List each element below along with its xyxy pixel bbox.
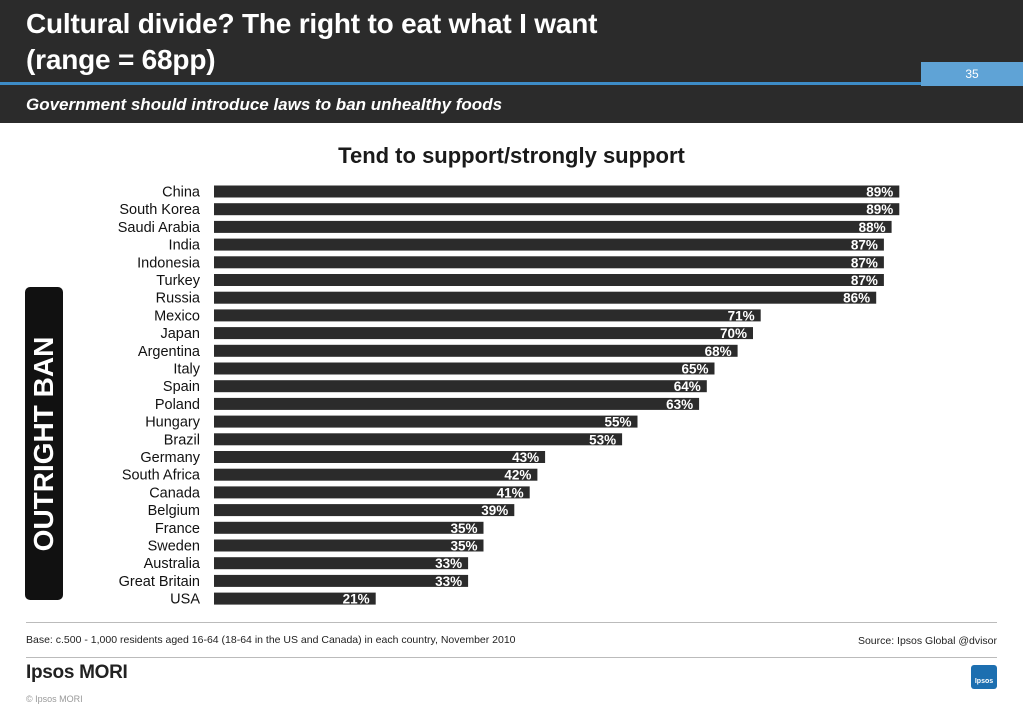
data-label: 87% (851, 255, 878, 270)
bar (214, 203, 900, 216)
copyright-text: © Ipsos MORI (26, 694, 83, 704)
bar (214, 380, 707, 393)
bar (214, 415, 638, 428)
bar (214, 468, 538, 481)
data-label: 68% (705, 344, 732, 359)
data-label: 65% (681, 362, 708, 377)
side-label-box: OUTRIGHT BAN (25, 287, 63, 600)
bar (214, 397, 700, 410)
bar (214, 362, 715, 375)
category-label: Brazil (164, 432, 200, 448)
category-label: Sweden (148, 539, 200, 555)
data-label: 89% (866, 185, 893, 200)
data-label: 53% (589, 432, 616, 447)
category-label: Belgium (148, 503, 200, 519)
data-label: 71% (728, 308, 755, 323)
data-label: 41% (497, 485, 524, 500)
category-label: India (169, 238, 201, 254)
page-title: Cultural divide? The right to eat what I… (26, 6, 597, 78)
base-note: Base: c.500 - 1,000 residents aged 16-64… (26, 634, 516, 646)
bar (214, 521, 484, 534)
bar (214, 344, 738, 357)
page-subtitle: Government should introduce laws to ban … (26, 95, 503, 114)
bar (214, 238, 884, 251)
footer-top-rule (26, 622, 997, 623)
chart-title: Tend to support/strongly support (338, 143, 685, 168)
bar (214, 504, 515, 517)
data-label: 39% (481, 503, 508, 518)
bar (214, 557, 469, 570)
data-label: 35% (450, 521, 477, 536)
ipsos-badge-icon: Ipsos (971, 665, 997, 689)
category-label: Turkey (156, 273, 201, 289)
category-label: Italy (173, 362, 200, 378)
bar (214, 185, 900, 198)
data-label: 89% (866, 202, 893, 217)
category-label: South Korea (119, 202, 201, 218)
category-label: Japan (160, 326, 200, 342)
bar (214, 592, 376, 605)
title-line-2: (range = 68pp) (26, 44, 216, 75)
data-label: 33% (435, 556, 462, 571)
bar-chart: China 89% South Korea 89% Saudi Arabia 88% Ind… (118, 185, 900, 608)
category-label: Saudi Arabia (118, 220, 201, 236)
bar (214, 451, 546, 463)
category-label: Germany (140, 450, 200, 466)
data-label: 87% (851, 238, 878, 253)
data-label: 88% (859, 220, 886, 235)
category-label: USA (170, 592, 200, 608)
category-label: South Africa (122, 468, 201, 484)
category-label: Argentina (138, 344, 201, 360)
bar (214, 327, 753, 340)
category-label: China (162, 185, 201, 201)
title-line-1: Cultural divide? The right to eat what I… (26, 8, 598, 39)
category-label: Australia (144, 556, 201, 572)
category-label: Great Britain (119, 574, 200, 590)
category-label: Russia (156, 291, 201, 307)
page-number: 35 (921, 62, 1023, 86)
bar (214, 291, 877, 304)
category-label: Spain (163, 379, 200, 395)
footer-bottom-rule (26, 657, 997, 658)
category-label: Mexico (154, 308, 200, 324)
category-label: France (155, 521, 200, 537)
data-label: 63% (666, 397, 693, 412)
data-label: 21% (343, 592, 370, 607)
bar (214, 274, 884, 286)
category-label: Poland (155, 397, 200, 413)
data-label: 42% (504, 468, 531, 483)
category-label: Indonesia (137, 255, 201, 271)
data-label: 86% (843, 291, 870, 306)
source-note: Source: Ipsos Global @dvisor (857, 635, 997, 647)
ipsos-mori-logo: Ipsos MORI (26, 662, 128, 683)
category-label: Canada (149, 485, 201, 501)
data-label: 43% (512, 450, 539, 465)
data-label: 33% (435, 574, 462, 589)
category-label: Hungary (145, 415, 201, 431)
bar (214, 220, 892, 233)
data-label: 55% (604, 415, 631, 430)
header-bar: Cultural divide? The right to eat what I… (0, 0, 1023, 123)
bar (214, 309, 761, 322)
header-divider (0, 82, 1023, 85)
data-label: 70% (720, 326, 747, 341)
data-label: 87% (851, 273, 878, 288)
data-label: 35% (450, 539, 477, 554)
bar (214, 574, 469, 587)
data-label: 64% (674, 379, 701, 394)
bar (214, 256, 884, 269)
bar (214, 433, 623, 446)
bar (214, 486, 530, 499)
bar (214, 539, 484, 552)
